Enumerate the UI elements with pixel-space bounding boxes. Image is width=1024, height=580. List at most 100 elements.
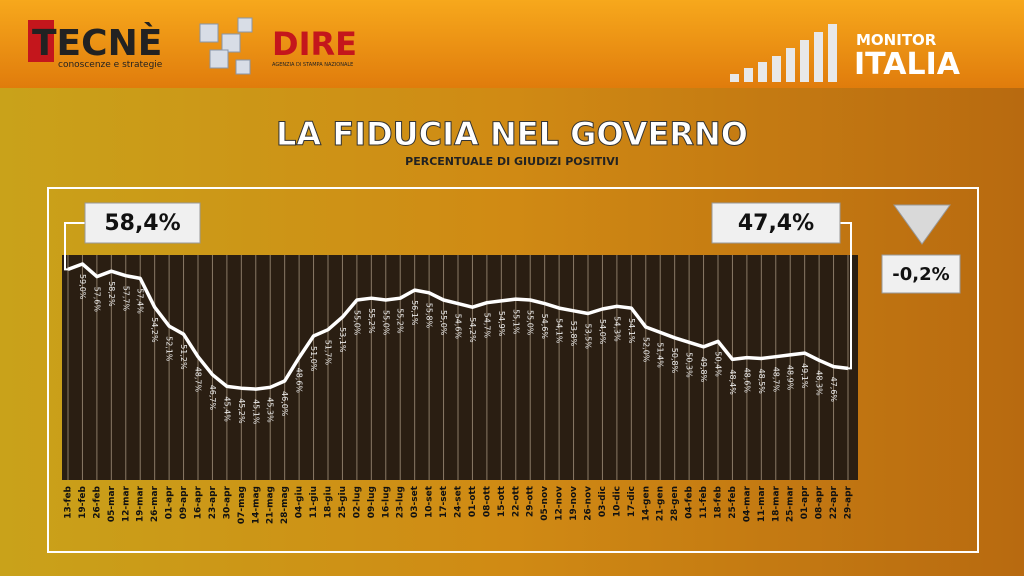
x-tick-label: 19-nov [569, 486, 579, 521]
x-tick-label: 11-giu [309, 486, 319, 518]
callout-box [84, 202, 201, 244]
x-tick-label: 18-feb [714, 485, 724, 518]
data-label: 54,6% [540, 314, 549, 340]
down-arrow [893, 204, 951, 245]
data-label: 55,1% [511, 309, 520, 335]
data-label: 45,1% [251, 399, 260, 425]
brand-tagline: conoscenze e strategie [58, 60, 163, 70]
data-label: 54,3% [612, 316, 621, 342]
callout-box [711, 202, 841, 244]
x-tick-label: 16-lug [381, 486, 391, 518]
data-line [67, 262, 849, 391]
chart-subtitle: PERCENTUALE DI GIUDIZI POSITIVI [405, 155, 619, 168]
data-label: 54,7% [482, 313, 491, 339]
x-tick-label: 22-apr [829, 485, 839, 519]
data-label: 46,0% [280, 391, 289, 417]
x-tick-label: 08-apr [815, 485, 825, 519]
x-tick-label: 16-apr [194, 485, 204, 519]
x-tick-label: 24-set [454, 485, 464, 518]
brand-mark [28, 20, 54, 62]
x-tick-label: 25-feb [728, 485, 738, 518]
x-tick-label: 23-lug [396, 486, 406, 518]
data-label: 53,1% [338, 327, 347, 353]
x-tick-label: 11-mar [757, 485, 767, 522]
change-box [881, 254, 961, 294]
data-label: 54,9% [497, 311, 506, 337]
x-tick-label: 02-lug [352, 486, 362, 518]
callout-line [840, 222, 852, 370]
x-tick-label: 28-gen [670, 486, 680, 521]
data-label: 49,8% [699, 357, 708, 383]
data-label: 57,4% [136, 288, 145, 314]
x-tick-label: 12-nov [555, 486, 565, 521]
x-tick-label: 04-mar [742, 485, 752, 522]
agency: DIRE [272, 25, 357, 63]
data-label: 51,7% [324, 340, 333, 366]
x-tick-label: 14-mag [251, 486, 261, 524]
data-label: 54,2% [468, 317, 477, 343]
x-tick-label: 26-feb [92, 485, 102, 518]
chart-title: LA FIDUCIA NEL GOVERNO [276, 115, 748, 153]
callout-label: 47,4% [738, 211, 814, 236]
data-label: 45,4% [222, 396, 231, 422]
data-label: 48,7% [771, 367, 780, 393]
x-tick-label: 15-ott [497, 485, 507, 517]
data-label: 48,6% [742, 368, 751, 394]
x-tick-label: 03-set [410, 485, 420, 518]
data-label: 48,7% [194, 367, 203, 393]
x-tick-label: 23-apr [208, 485, 218, 519]
header-bar [0, 0, 1024, 88]
x-tick-label: 10-dic [612, 486, 622, 517]
data-label: 50,8% [670, 348, 679, 374]
data-label: 55,0% [352, 310, 361, 336]
x-tick-label: 05-nov [540, 486, 550, 521]
callout-label: 58,4% [104, 211, 180, 236]
x-tick-label: 25-mar [786, 485, 796, 522]
program-top: MONITOR [856, 31, 937, 49]
x-tick-label: 26-mar [150, 485, 160, 522]
x-tick-label: 05-mar [107, 485, 117, 522]
x-tick-label: 18-mar [771, 485, 781, 522]
data-label: 55,0% [439, 310, 448, 336]
x-tick-label: 10-set [425, 485, 435, 518]
data-label: 57,7% [121, 286, 130, 312]
data-label: 54,2% [150, 317, 159, 343]
x-tick-label: 13-feb [64, 485, 74, 518]
data-label: 50,3% [685, 352, 694, 378]
x-tick-label: 28-mag [280, 486, 290, 524]
x-tick-label: 17-set [439, 485, 449, 518]
x-tick-label: 29-apr [844, 485, 854, 519]
cube-logo [199, 17, 253, 75]
x-tick-label: 07-mag [237, 486, 247, 524]
x-tick-label: 21-gen [656, 486, 666, 521]
data-label: 52,0% [641, 337, 650, 363]
data-label: 53,5% [584, 324, 593, 350]
data-label: 54,0% [598, 319, 607, 345]
x-tick-label: 08-ott [482, 485, 492, 517]
data-label: 48,9% [786, 365, 795, 391]
x-tick-label: 03-dic [598, 486, 608, 517]
x-tick-label: 19-feb [78, 485, 88, 518]
program-bottom: ITALIA [854, 47, 961, 82]
data-label: 51,4% [656, 342, 665, 368]
data-label: 55,0% [526, 310, 535, 336]
data-label: 55,2% [396, 308, 405, 334]
data-label: 49,1% [800, 363, 809, 389]
data-label: 54,6% [454, 314, 463, 340]
data-label: 51,0% [309, 346, 318, 372]
data-label: 59,0% [78, 274, 87, 300]
data-label: 58,2% [107, 281, 116, 307]
callout-line [64, 222, 85, 271]
agency-tagline: AGENZIA DI STAMPA NAZIONALE [272, 62, 353, 68]
data-label: 48,4% [728, 369, 737, 395]
x-tick-label: 01-ott [468, 485, 478, 517]
x-tick-label: 29-ott [526, 485, 536, 517]
data-label: 48,3% [815, 370, 824, 396]
x-tick-label: 19-mar [136, 485, 146, 522]
x-tick-label: 22-ott [511, 485, 521, 517]
plot-area [62, 255, 858, 480]
x-tick-label: 01-apr [800, 485, 810, 519]
data-label: 48,5% [757, 369, 766, 395]
data-label: 54,1% [627, 318, 636, 344]
